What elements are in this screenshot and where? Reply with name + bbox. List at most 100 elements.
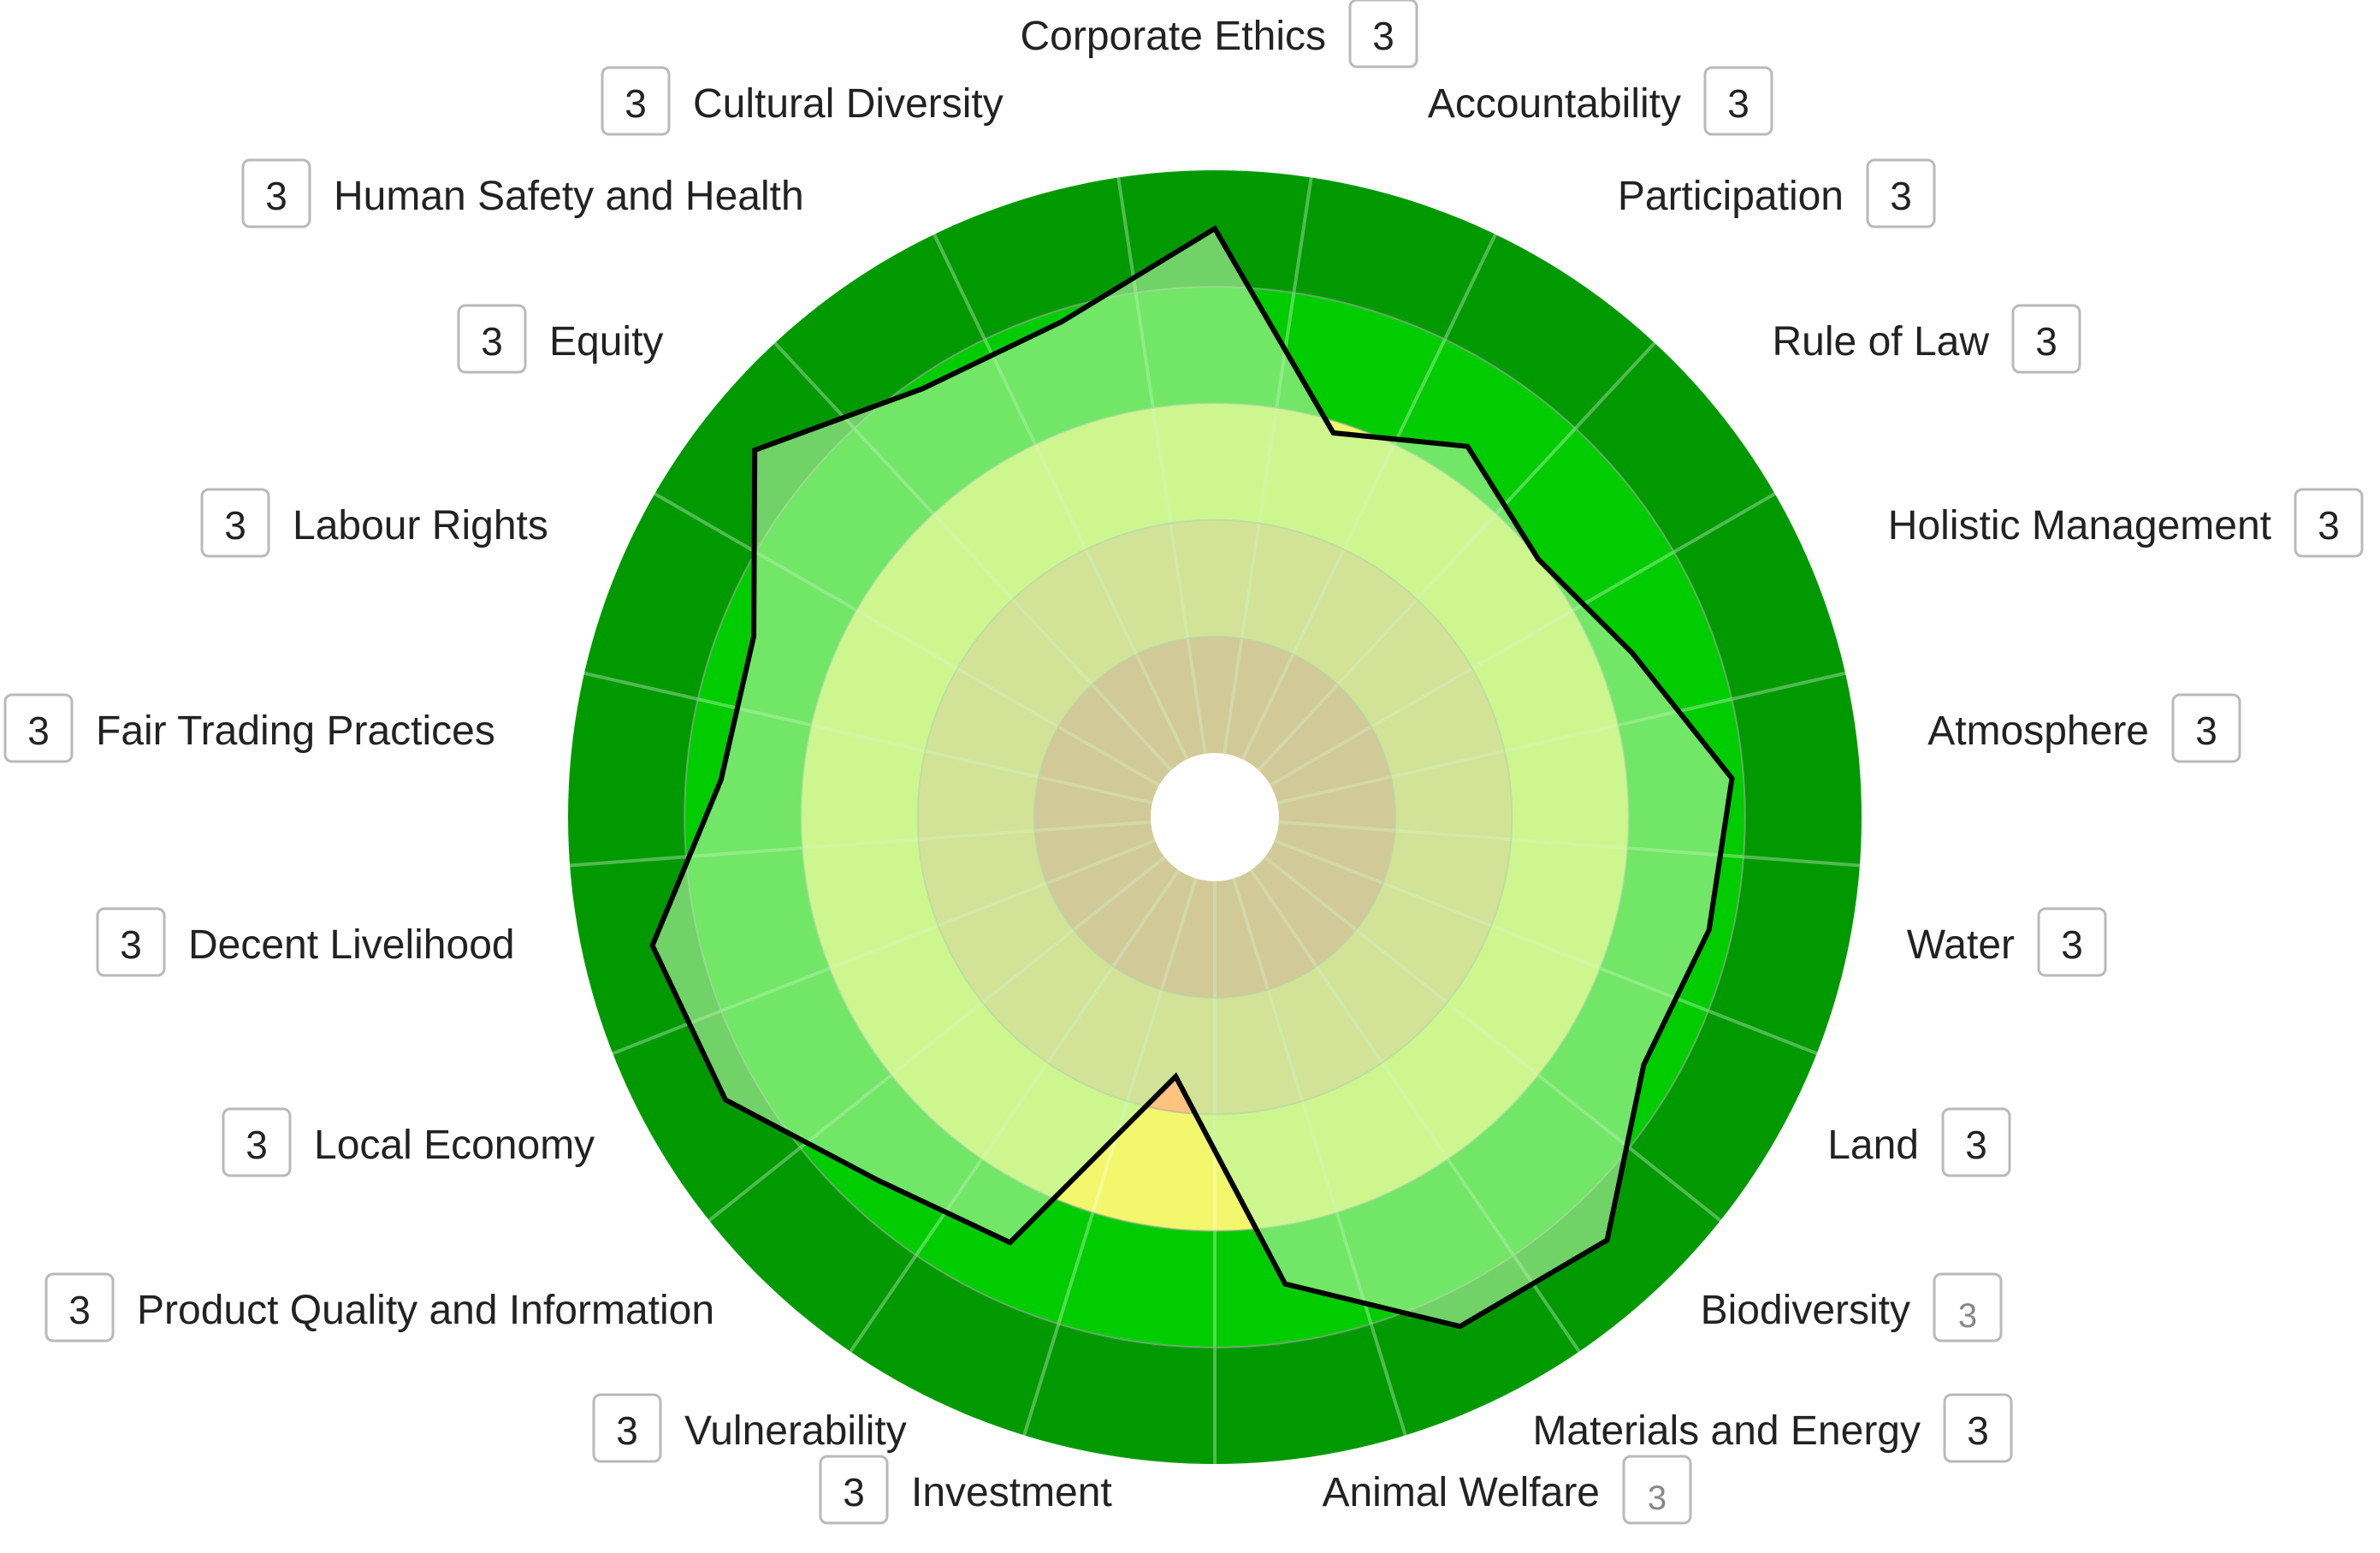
series-outline xyxy=(649,224,1735,1330)
category-label-group: Participation 3 xyxy=(1618,158,1936,228)
data-point xyxy=(1175,1076,1176,1077)
category-label: Land xyxy=(1827,1123,1919,1168)
category-label-group: Rule of Law 3 xyxy=(1773,304,2081,374)
category-label-group: Vulnerability 3 xyxy=(592,1393,907,1463)
value-box xyxy=(200,488,270,558)
value-box-number: 3 xyxy=(265,174,287,218)
category-label: Accountability xyxy=(1428,81,1681,127)
category-label: Labour Rights xyxy=(293,503,548,548)
data-point xyxy=(922,388,923,389)
value-box-number: 3 xyxy=(625,81,647,126)
center-hole xyxy=(1151,753,1279,881)
data-point xyxy=(1214,228,1216,229)
data-point xyxy=(1284,1283,1286,1284)
value-box xyxy=(1941,1107,2011,1177)
value-box-number: 3 xyxy=(1890,174,1912,218)
value-box-number: 3 xyxy=(1372,14,1394,58)
category-label-group: Local Economy 3 xyxy=(222,1107,595,1177)
category-label: Cultural Diversity xyxy=(693,81,1004,127)
category-label-group: Human Safety and Health 3 xyxy=(241,158,804,228)
data-point xyxy=(1537,559,1539,560)
data-point xyxy=(1333,432,1334,434)
category-label: Local Economy xyxy=(314,1123,595,1168)
category-label: Human Safety and Health xyxy=(334,174,804,219)
value-box-number: 3 xyxy=(120,922,142,967)
category-label: Rule of Law xyxy=(1773,319,1990,365)
data-point xyxy=(1708,929,1710,931)
value-box xyxy=(241,158,311,228)
category-label-group: Equity 3 xyxy=(457,304,663,374)
value-box-number: 3 xyxy=(1967,1408,1989,1453)
value-box xyxy=(2294,488,2364,558)
data-point xyxy=(753,636,755,637)
category-label: Fair Trading Practices xyxy=(96,708,495,754)
category-label: Atmosphere xyxy=(1927,708,2149,754)
category-label-group: Fair Trading Practices 3 xyxy=(3,693,495,763)
category-label-group: Animal Welfare 3 xyxy=(1322,1455,1692,1525)
value-box-number: 3 xyxy=(224,503,246,548)
category-label: Water xyxy=(1907,922,2015,968)
value-box xyxy=(2037,907,2107,977)
value-box xyxy=(1703,66,1773,136)
value-box-number: 3 xyxy=(2035,319,2057,364)
radar-center-hole xyxy=(1151,753,1279,881)
value-box xyxy=(2011,304,2081,374)
category-label-group: Water 3 xyxy=(1907,907,2107,977)
value-box xyxy=(3,693,74,763)
category-label: Participation xyxy=(1618,174,1844,219)
data-point xyxy=(877,1179,879,1181)
value-box xyxy=(2171,693,2241,763)
value-box xyxy=(1348,0,1418,68)
value-box-number: 3 xyxy=(2195,708,2217,753)
category-label: Corporate Ethics xyxy=(1021,14,1327,59)
category-label: Biodiversity xyxy=(1701,1288,1910,1333)
value-box xyxy=(592,1393,662,1463)
value-box-number: 3 xyxy=(246,1123,268,1167)
value-box-number: 3 xyxy=(843,1470,865,1514)
category-label: Product Quality and Information xyxy=(137,1288,714,1333)
value-box-number: 3 xyxy=(2318,503,2340,548)
category-label-group: Labour Rights 3 xyxy=(200,488,548,558)
data-point xyxy=(1466,446,1468,448)
category-label: Holistic Management xyxy=(1888,503,2271,548)
category-label-group: Holistic Management 3 xyxy=(1888,488,2364,558)
data-point xyxy=(1631,652,1633,654)
data-point xyxy=(1061,321,1063,323)
category-label-group: Land 3 xyxy=(1827,1107,2011,1177)
value-box xyxy=(1622,1455,1692,1525)
category-label-group: Product Quality and Information 3 xyxy=(44,1272,714,1343)
value-box xyxy=(1866,158,1936,228)
value-box-number: 3 xyxy=(1965,1123,1987,1167)
value-box-number: 3 xyxy=(2061,922,2083,967)
value-box xyxy=(96,907,166,977)
category-label-group: Corporate Ethics 3 xyxy=(1021,0,1418,68)
category-label-group: Cultural Diversity 3 xyxy=(601,66,1004,136)
value-box xyxy=(222,1107,292,1177)
category-label: Decent Livelihood xyxy=(188,922,515,968)
category-label-group: Investment 3 xyxy=(819,1455,1112,1525)
value-box xyxy=(819,1455,889,1525)
value-box-number: 3 xyxy=(68,1288,91,1332)
value-box xyxy=(457,304,527,374)
value-box-number: 3 xyxy=(616,1408,638,1453)
category-label-group: Biodiversity 3 xyxy=(1701,1272,2003,1343)
category-label-group: Accountability 3 xyxy=(1428,66,1773,136)
value-box-number: 3 xyxy=(1958,1297,1977,1335)
category-label: Materials and Energy xyxy=(1532,1408,1921,1454)
category-label: Equity xyxy=(549,319,663,365)
category-label: Vulnerability xyxy=(684,1408,907,1454)
category-label: Animal Welfare xyxy=(1322,1470,1600,1515)
value-box xyxy=(1943,1393,2013,1463)
value-box xyxy=(1933,1272,2003,1343)
data-point xyxy=(720,779,722,781)
data-point xyxy=(1643,1064,1644,1065)
data-point xyxy=(1459,1325,1461,1327)
category-label: Investment xyxy=(911,1470,1112,1515)
value-box-number: 3 xyxy=(481,319,503,364)
value-box xyxy=(601,66,671,136)
data-point xyxy=(652,945,654,946)
category-label-group: Materials and Energy 3 xyxy=(1532,1393,2013,1463)
value-box-number: 3 xyxy=(1727,81,1749,126)
data-point xyxy=(1009,1242,1011,1243)
